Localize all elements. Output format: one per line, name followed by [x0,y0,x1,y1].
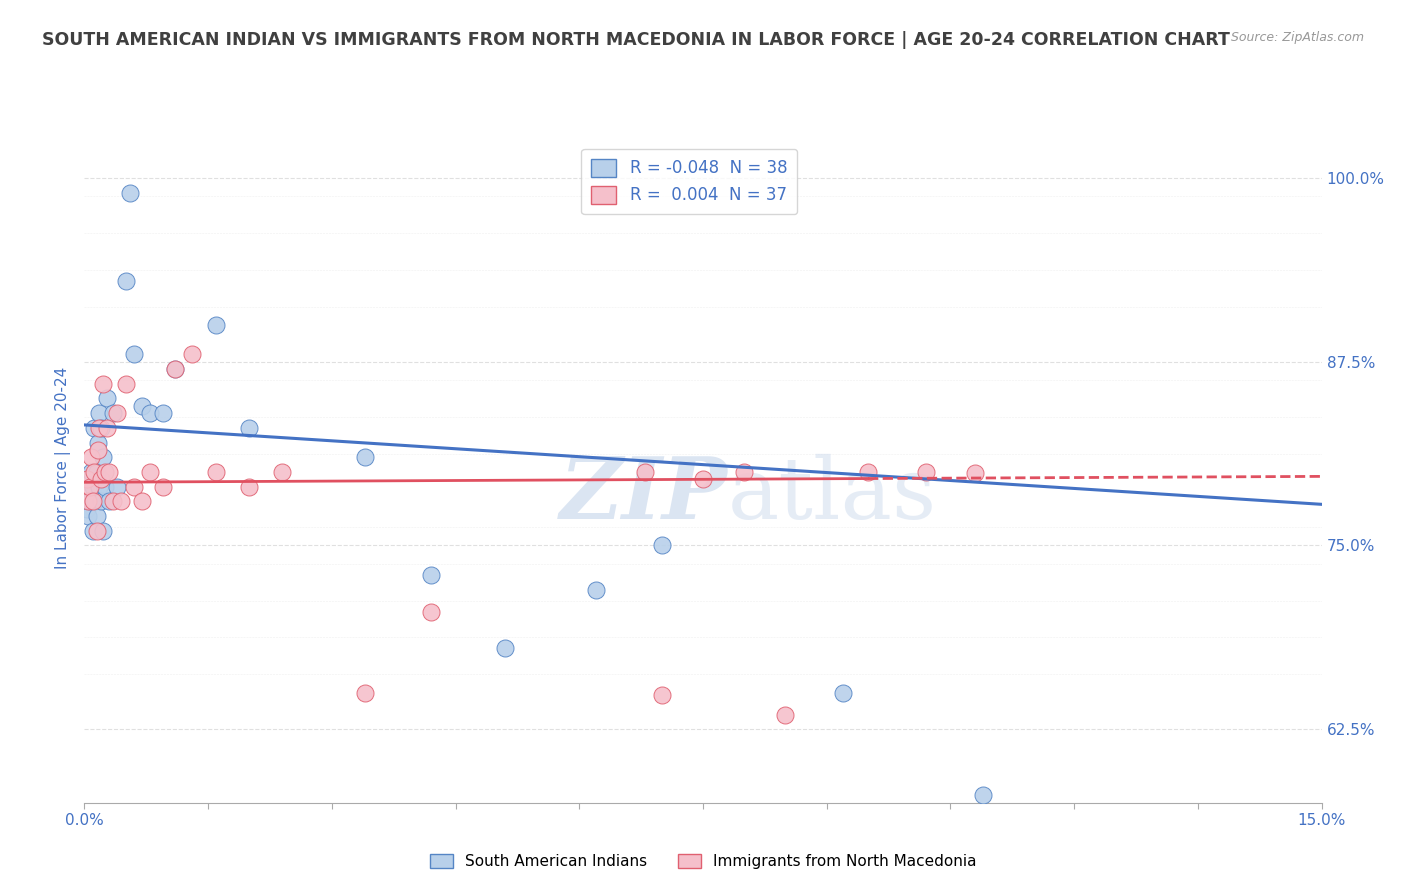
Point [165,362,187,376]
Point [91,450,114,465]
Point [122,347,145,361]
Point [77,509,100,524]
Point [733,465,755,479]
Point [89,480,111,494]
Point [110,494,132,508]
Point [205,465,228,479]
Point [856,465,879,479]
Point [89,421,111,435]
Point [353,685,375,699]
Point [89,406,111,420]
Point [494,641,516,656]
Point [914,465,936,479]
Point [84,494,107,508]
Point [87,442,110,457]
Point [82,480,104,494]
Point [152,406,174,420]
Legend: South American Indians, Immigrants from North Macedonia: South American Indians, Immigrants from … [423,848,983,875]
Point [96,392,118,406]
Point [965,467,987,481]
Point [122,480,145,494]
Point [83,465,105,479]
Point [90,421,112,435]
Point [82,494,104,508]
Point [651,539,673,553]
Point [165,362,187,376]
Point [103,406,125,420]
Point [105,480,128,494]
Point [152,480,174,494]
Legend: R = -0.048  N = 38, R =  0.004  N = 37: R = -0.048 N = 38, R = 0.004 N = 37 [582,149,797,214]
Point [94,465,117,479]
Point [96,421,118,435]
Point [651,689,673,703]
Point [86,509,108,524]
Y-axis label: In Labor Force | Age 20-24: In Labor Force | Age 20-24 [55,368,72,569]
Point [90,494,112,508]
Point [775,707,797,722]
Point [238,421,260,435]
Point [205,318,228,332]
Point [86,524,108,538]
Point [419,568,441,582]
Point [98,465,121,479]
Point [139,406,162,420]
Point [94,480,117,494]
Point [83,421,105,435]
Point [271,465,294,479]
Point [692,472,714,486]
Point [972,789,994,803]
Point [80,450,103,465]
Point [105,406,128,420]
Point [77,494,100,508]
Text: ZIP: ZIP [560,453,728,537]
Point [76,501,98,516]
Point [238,480,260,494]
Point [98,494,121,508]
Point [634,465,657,479]
Point [114,376,136,391]
Point [419,605,441,619]
Point [86,465,108,479]
Point [76,472,98,486]
Point [585,582,607,597]
Point [82,524,104,538]
Text: atlas: atlas [728,453,936,537]
Point [131,494,153,508]
Point [832,685,855,699]
Point [131,399,153,413]
Point [79,494,101,508]
Text: SOUTH AMERICAN INDIAN VS IMMIGRANTS FROM NORTH MACEDONIA IN LABOR FORCE | AGE 20: SOUTH AMERICAN INDIAN VS IMMIGRANTS FROM… [42,31,1230,49]
Point [118,186,141,200]
Point [79,480,101,494]
Point [91,376,114,391]
Point [103,494,125,508]
Point [180,347,202,361]
Point [91,524,114,538]
Point [139,465,162,479]
Point [87,435,110,450]
Point [90,472,112,486]
Point [80,465,103,479]
Point [114,274,136,288]
Point [353,450,375,465]
Text: Source: ZipAtlas.com: Source: ZipAtlas.com [1230,31,1364,45]
